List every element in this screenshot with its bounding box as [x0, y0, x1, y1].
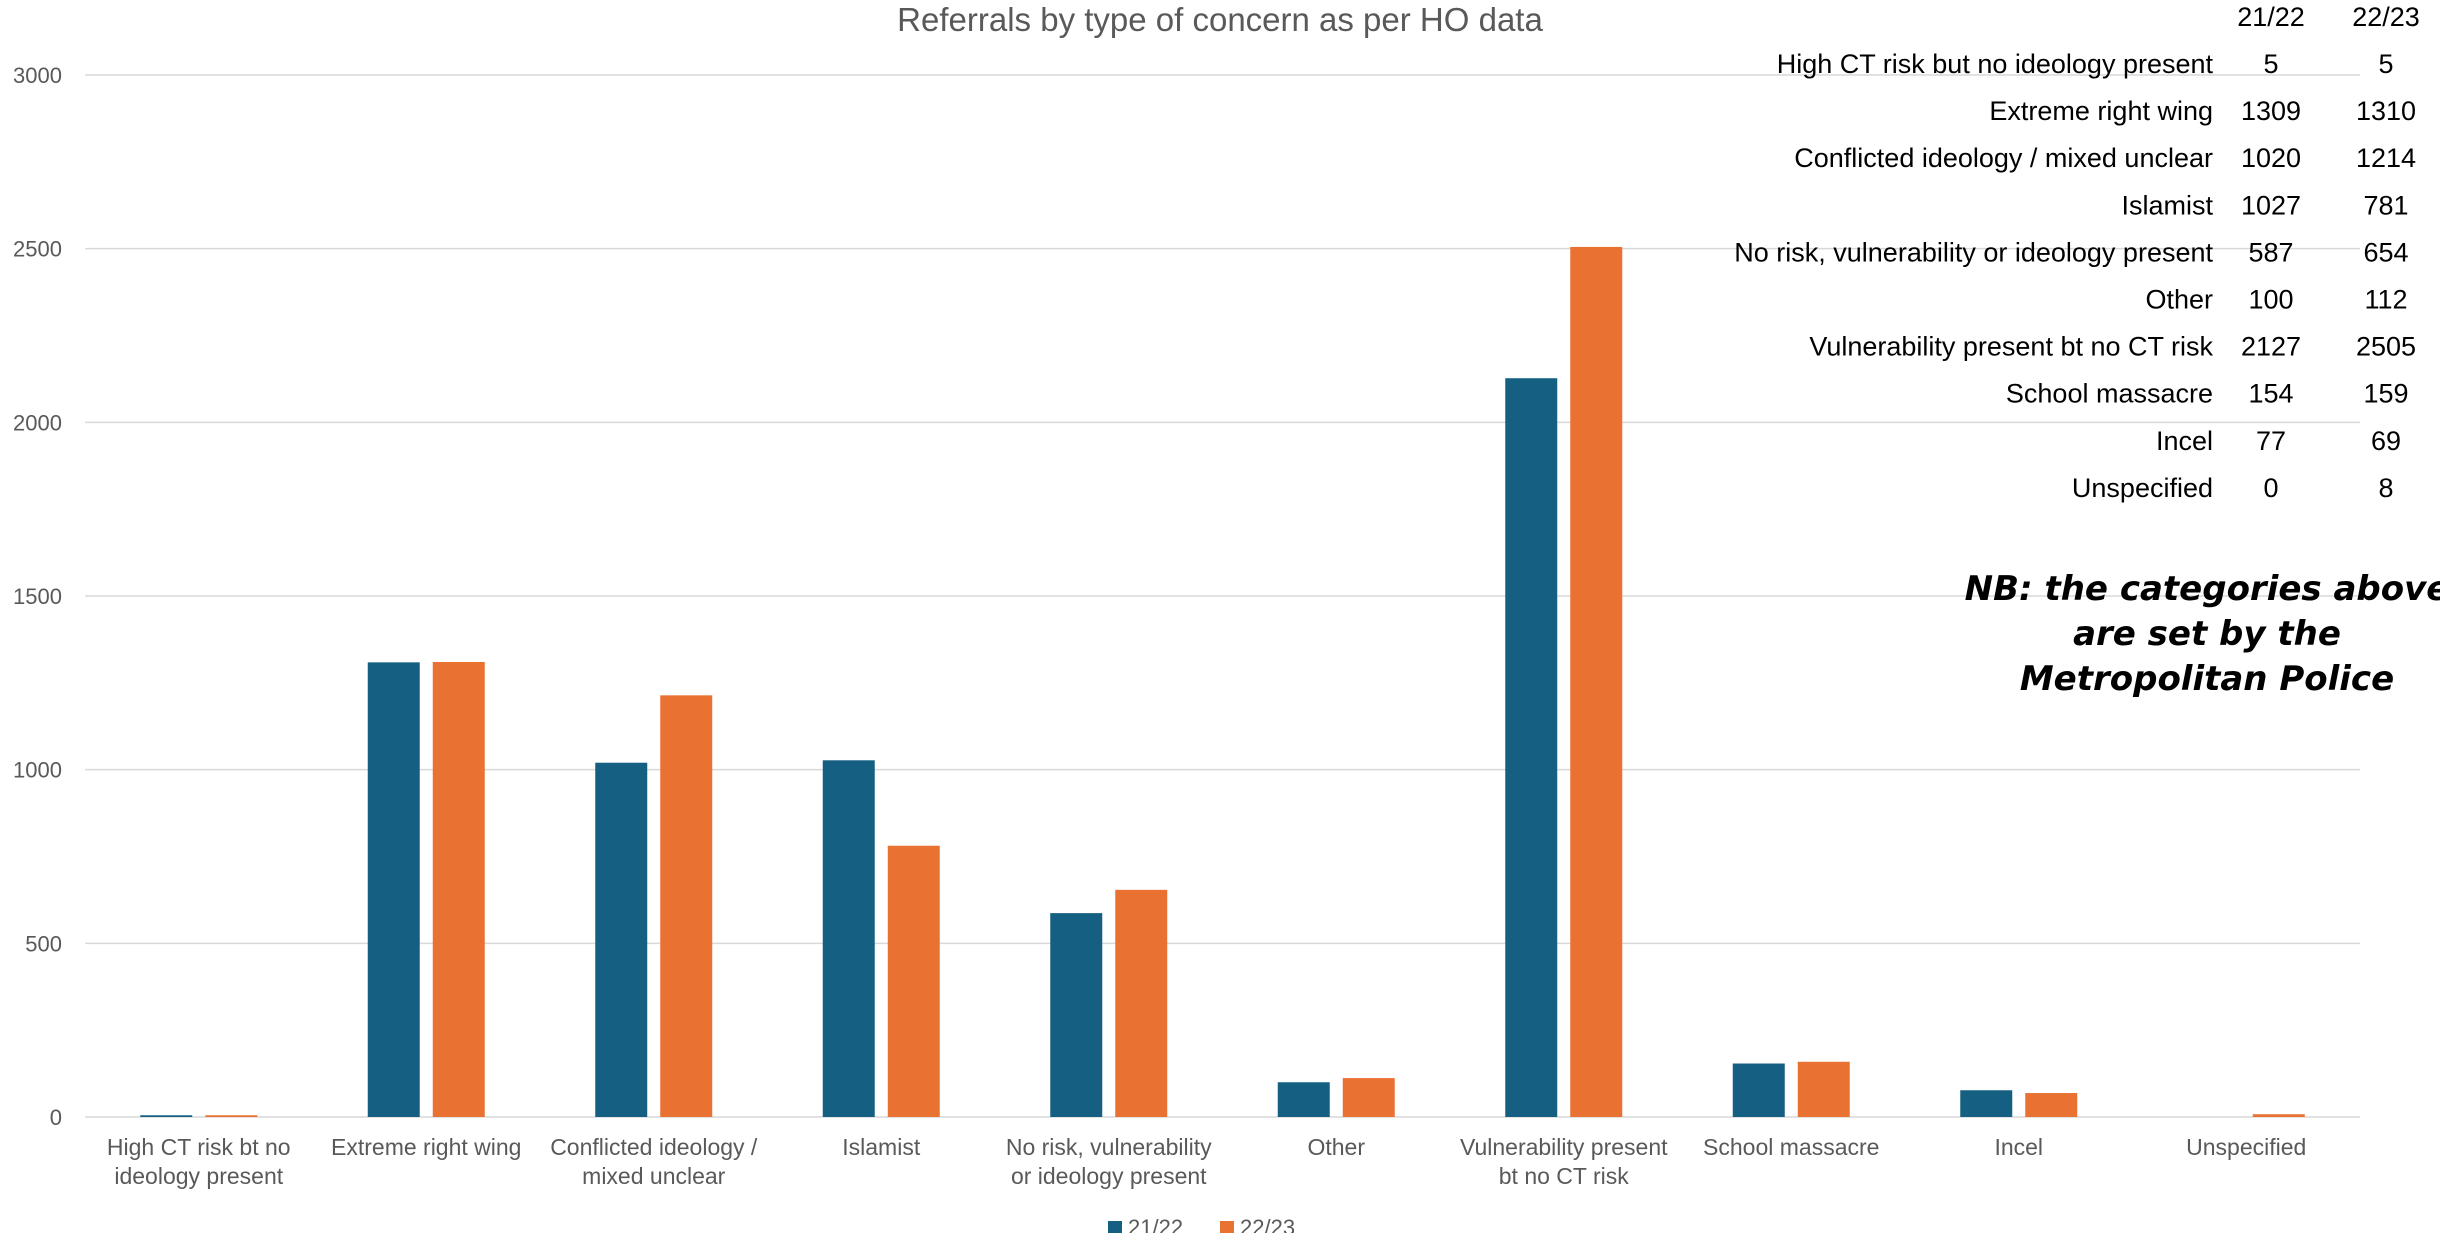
x-category-label: or ideology present: [1011, 1163, 1207, 1189]
x-category-label: Incel: [1994, 1134, 2043, 1160]
x-category-label: Vulnerability present: [1460, 1134, 1668, 1160]
bar-22-23-1: [432, 661, 485, 1117]
table-header: 21/22: [2237, 2, 2305, 32]
y-tick-label: 0: [50, 1105, 62, 1130]
bar-21-22-1: [367, 662, 420, 1117]
x-category-label: Islamist: [842, 1134, 921, 1160]
x-category-label: Other: [1307, 1134, 1365, 1160]
bar-22-23-7: [1797, 1061, 1850, 1117]
table-value-22-23: 5: [2378, 49, 2393, 79]
table-value-22-23: 654: [2363, 237, 2408, 267]
table-row-label: Extreme right wing: [1989, 96, 2213, 126]
table-value-22-23: 2505: [2356, 332, 2416, 362]
x-category-label: No risk, vulnerability: [1006, 1134, 1212, 1160]
x-category-label: Unspecified: [2186, 1134, 2306, 1160]
table-row-label: High CT risk but no ideology present: [1777, 49, 2214, 79]
bar-21-22-5: [1277, 1082, 1330, 1117]
x-category-label: bt no CT risk: [1499, 1163, 1629, 1189]
table-value-22-23: 159: [2363, 379, 2408, 409]
x-category-label: Extreme right wing: [331, 1134, 521, 1160]
note-text-line: are set by the: [2073, 614, 2341, 654]
legend-label: 22/23: [1240, 1215, 1295, 1233]
y-tick-label: 1000: [13, 758, 62, 783]
table-row-label: Other: [2145, 285, 2213, 315]
bars: [140, 246, 2305, 1117]
x-category-label: mixed unclear: [582, 1163, 726, 1189]
note-text-line: Metropolitan Police: [2020, 659, 2394, 699]
table-value-21-22: 1020: [2241, 143, 2301, 173]
table-value-22-23: 1214: [2356, 143, 2416, 173]
table-row-label: No risk, vulnerability or ideology prese…: [1734, 237, 2213, 267]
bar-22-23-9: [2252, 1114, 2305, 1117]
legend-label: 21/22: [1128, 1215, 1183, 1233]
note: NB: the categories above are set by the Me…: [1965, 569, 2440, 699]
table-value-22-23: 8: [2378, 473, 2393, 503]
table-value-21-22: 154: [2248, 379, 2293, 409]
bar-21-22-3: [822, 760, 875, 1117]
data-table: 21/22 22/23 High CT risk but no ideology p…: [1734, 2, 2420, 503]
table-row-label: Islamist: [2121, 190, 2213, 220]
bar-21-22-2: [595, 762, 648, 1117]
bar-21-22-6: [1505, 378, 1558, 1117]
table-value-21-22: 1309: [2241, 96, 2301, 126]
table-row-label: Unspecified: [2072, 473, 2213, 503]
table-value-22-23: 69: [2371, 426, 2401, 456]
table-value-22-23: 1310: [2356, 96, 2416, 126]
bar-21-22-4: [1050, 913, 1103, 1117]
chart-title: Referrals by type of concern as per HO d…: [897, 1, 1543, 38]
table-value-21-22: 100: [2248, 285, 2293, 315]
table-row-label: Conflicted ideology / mixed unclear: [1794, 143, 2213, 173]
y-tick-label: 3000: [13, 63, 62, 88]
y-tick-label: 500: [25, 931, 62, 956]
table-value-21-22: 77: [2256, 426, 2286, 456]
y-axis-ticks: 0 500 1000 1500 2000 2500 3000: [13, 63, 62, 1130]
bar-21-22-8: [1960, 1090, 2013, 1117]
bar-22-23-3: [887, 845, 940, 1117]
y-tick-label: 2000: [13, 410, 62, 435]
table-value-21-22: 0: [2263, 473, 2278, 503]
table-row-label: School massacre: [2006, 379, 2213, 409]
x-category-label: High CT risk bt no: [107, 1134, 291, 1160]
y-tick-label: 2500: [13, 237, 62, 262]
table-value-22-23: 112: [2364, 285, 2407, 315]
legend: 21/22 22/23: [1108, 1215, 1295, 1233]
bar-22-23-8: [2025, 1093, 2078, 1117]
bar-21-22-7: [1732, 1063, 1785, 1117]
legend-swatch: [1108, 1221, 1122, 1233]
x-category-label: School massacre: [1703, 1134, 1879, 1160]
bar-22-23-5: [1342, 1078, 1395, 1117]
table-value-21-22: 2127: [2241, 332, 2301, 362]
x-axis-categories: High CT risk bt no ideology present Extrem…: [107, 1134, 2306, 1189]
y-tick-label: 1500: [13, 584, 62, 609]
bar-22-23-2: [660, 695, 713, 1117]
bar-22-23-0: [205, 1115, 258, 1117]
table-row-label: Incel: [2156, 426, 2213, 456]
table-header: 22/23: [2352, 2, 2420, 32]
x-category-label: Conflicted ideology /: [550, 1134, 758, 1160]
table-value-21-22: 1027: [2241, 190, 2301, 220]
legend-swatch: [1220, 1221, 1234, 1233]
x-category-label: ideology present: [114, 1163, 283, 1189]
bar-21-22-0: [140, 1115, 193, 1117]
table-value-21-22: 5: [2263, 49, 2278, 79]
bar-22-23-4: [1115, 889, 1168, 1117]
table-row-label: Vulnerability present bt no CT risk: [1809, 332, 2213, 362]
table-value-21-22: 587: [2248, 237, 2293, 267]
table-value-22-23: 781: [2363, 190, 2408, 220]
note-text-line: NB: the categories above: [1965, 569, 2440, 609]
bar-22-23-6: [1570, 246, 1623, 1117]
